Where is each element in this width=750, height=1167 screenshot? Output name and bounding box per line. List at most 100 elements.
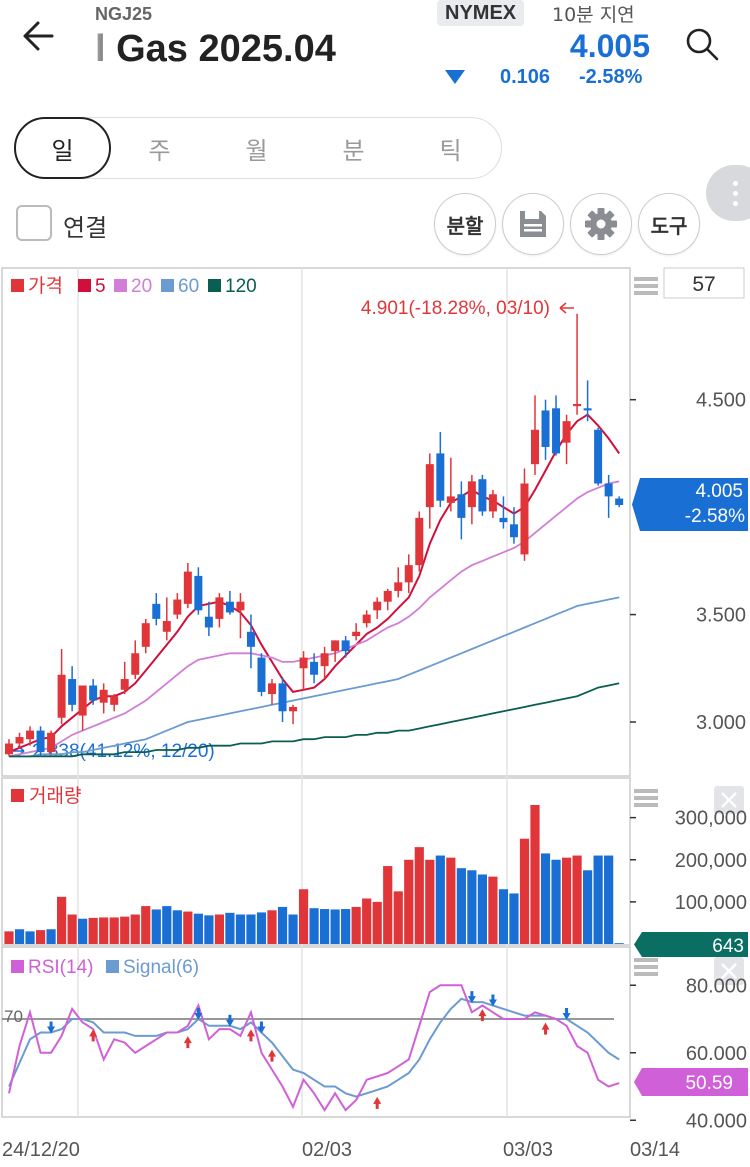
- y-tick-label: 4.500: [696, 390, 746, 412]
- volume-bar: [351, 906, 361, 944]
- tab-month[interactable]: 월: [245, 136, 268, 165]
- candle-body: [99, 689, 108, 703]
- candle-body: [162, 621, 171, 632]
- rsi-legend: RSI(14) Signal(6): [11, 957, 199, 978]
- ma-60-line: [9, 596, 620, 758]
- volume-bar: [446, 857, 456, 944]
- split-button[interactable]: 분할: [434, 193, 496, 255]
- chart-svg[interactable]: 57 가격 5 20 60 120 거래량 RSI(14) Signal(6) 4.901…: [0, 265, 750, 1167]
- volume-axis: 300,000 200,000 100,000: [630, 808, 747, 914]
- back-arrow-icon[interactable]: [18, 14, 62, 58]
- volume-panel-close-button[interactable]: [714, 786, 744, 814]
- visible-count-box[interactable]: [663, 267, 745, 299]
- volume-bar: [151, 909, 161, 944]
- candle-body: [415, 517, 424, 566]
- price-axis: 4.500 3.500 3.000: [630, 390, 746, 734]
- volume-bar: [320, 909, 330, 944]
- candle-body: [331, 640, 340, 652]
- gear-icon: [585, 208, 617, 240]
- volume-bar: [25, 931, 35, 944]
- rsi-panel-drag-handle[interactable]: [634, 958, 658, 976]
- rsi-panel-close-button[interactable]: [714, 957, 744, 985]
- candle-body: [89, 685, 98, 701]
- volume-panel-drag-handle[interactable]: [634, 789, 658, 807]
- legend-label: 가격: [28, 275, 63, 297]
- visible-count: 57: [692, 273, 715, 296]
- volume-bar: [46, 929, 56, 944]
- last-rsi-label: 50.59: [685, 1073, 733, 1094]
- volume-bar: [614, 943, 624, 944]
- candle-body: [467, 481, 476, 508]
- last-volume-tag: 643: [634, 932, 748, 957]
- volume-bar: [572, 855, 582, 944]
- candle-body: [299, 657, 308, 669]
- volume-bar: [277, 906, 288, 944]
- candle-body: [615, 498, 624, 505]
- candle-body: [362, 614, 371, 624]
- last-price-tag: 4.005 -2.58%: [632, 478, 748, 531]
- x-tick-label: 03/14: [630, 1139, 680, 1161]
- candle-body: [436, 453, 445, 501]
- candle-body: [110, 696, 119, 705]
- volume-panel-frame: [1, 777, 631, 946]
- candle-body: [531, 429, 539, 465]
- volume-bar: [456, 868, 466, 944]
- tab-tick[interactable]: 틱: [439, 136, 462, 165]
- save-button[interactable]: [502, 193, 564, 255]
- tab-day[interactable]: 일: [14, 117, 111, 179]
- y-tick-label: 3.500: [696, 605, 746, 627]
- last-volume-label: 643: [712, 936, 744, 957]
- volume-bar: [204, 915, 214, 944]
- save-icon: [520, 211, 546, 237]
- candle-body: [552, 408, 561, 454]
- volume-bar: [404, 859, 414, 944]
- y-tick-label: 80.000: [686, 975, 747, 997]
- x-axis: 24/12/20 02/03 03/03 03/14: [2, 1139, 680, 1161]
- x-tick-label: 02/03: [302, 1139, 352, 1161]
- tools-button[interactable]: 도구: [638, 193, 700, 255]
- volume-bar: [88, 917, 98, 944]
- title-fade: [80, 28, 120, 78]
- last-price-label: 4.005: [695, 481, 743, 502]
- tab-week[interactable]: 주: [148, 136, 171, 165]
- chart-area[interactable]: 57 가격 5 20 60 120 거래량 RSI(14) Signal(6) 4.901…: [0, 265, 750, 1167]
- price-panel-drag-handle[interactable]: [634, 277, 658, 295]
- side-menu-handle[interactable]: [706, 165, 750, 221]
- candle-body: [341, 640, 350, 652]
- high-arrow-icon: [559, 302, 574, 314]
- volume-bar: [530, 805, 540, 944]
- down-triangle-icon: [445, 70, 465, 84]
- link-checkbox[interactable]: [16, 205, 52, 241]
- handle-dot: [733, 181, 738, 186]
- x-tick-label: 24/12/20: [2, 1139, 80, 1161]
- candle-body: [47, 732, 56, 753]
- buy-signal-icon: [373, 1096, 382, 1109]
- page-title: l Gas 2025.04: [95, 28, 336, 70]
- candle-body: [499, 517, 508, 523]
- volume-bar: [509, 893, 519, 944]
- volume-bar: [130, 914, 140, 944]
- volume-bar: [162, 906, 172, 944]
- candle-body: [394, 582, 403, 591]
- buy-signal-icon: [478, 1009, 487, 1022]
- buy-signal-icon: [183, 1036, 192, 1049]
- symbol-code: NGJ25: [95, 4, 153, 24]
- search-icon[interactable]: [682, 24, 722, 64]
- price-legend: 가격 5 20 60 120: [11, 275, 257, 297]
- settings-button[interactable]: [570, 193, 632, 255]
- volume-bar: [141, 906, 151, 944]
- candle-body: [562, 421, 571, 443]
- legend-label: Signal(6): [123, 957, 199, 978]
- legend-swatch: [11, 960, 24, 973]
- volume-bar: [288, 914, 298, 944]
- candle-body: [425, 464, 434, 508]
- volume-bar: [225, 912, 235, 944]
- header: NGJ25 l Gas 2025.04 NYMEX 10분 지연 4.005 0…: [0, 0, 750, 100]
- volume-bar: [551, 859, 561, 944]
- buy-signal-icon: [89, 1029, 98, 1042]
- volume-legend: 거래량: [11, 785, 81, 807]
- tab-minute[interactable]: 분: [342, 136, 365, 165]
- volume-bar: [172, 910, 182, 944]
- rsi-ref-label: 70: [4, 1007, 23, 1026]
- candles: [5, 313, 624, 757]
